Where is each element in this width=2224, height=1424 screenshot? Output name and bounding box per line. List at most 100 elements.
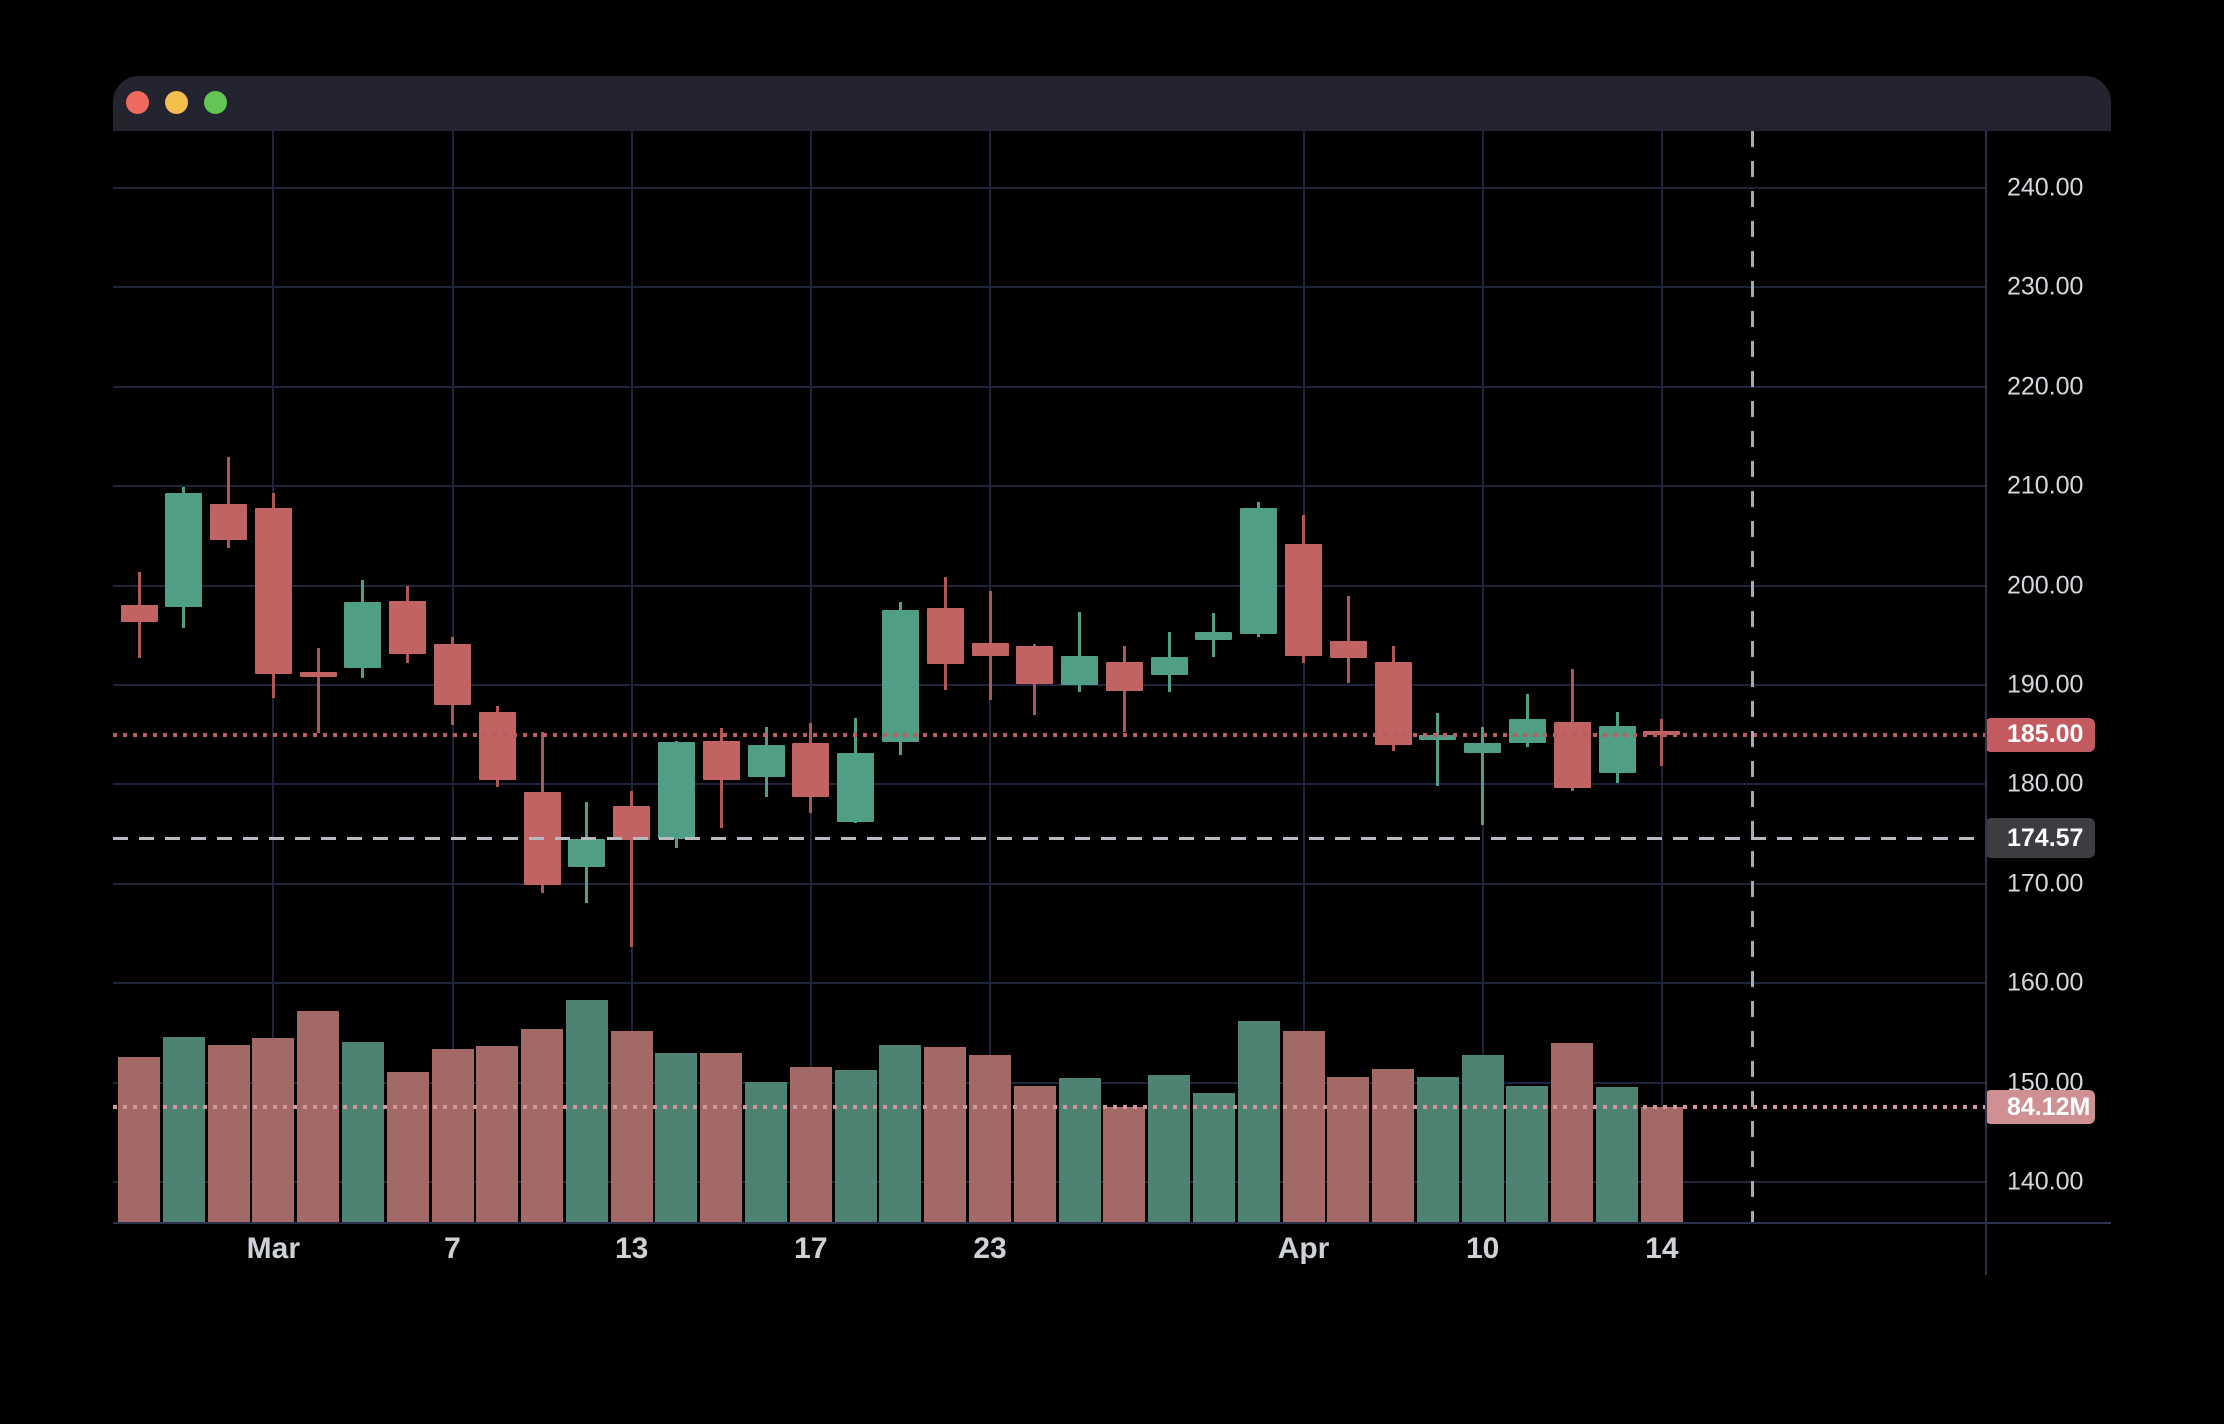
- candle-body[interactable]: [1105, 662, 1143, 691]
- candle-body[interactable]: [837, 752, 875, 823]
- price-tick-label: 140.00: [2007, 1167, 2084, 1196]
- candle-body[interactable]: [1240, 507, 1278, 635]
- price-axis[interactable]: 240.00 230.00 220.00 210.00 200.00 190.00 180.…: [1985, 131, 2111, 1275]
- volume-bar[interactable]: [431, 1048, 474, 1222]
- minimize-button[interactable]: [165, 91, 188, 114]
- candle-body[interactable]: [1419, 734, 1457, 740]
- volume-bar[interactable]: [476, 1045, 519, 1222]
- candle-wick[interactable]: [227, 457, 231, 548]
- volume-bar[interactable]: [252, 1037, 295, 1222]
- crosshair-horizontal-line: [113, 836, 1985, 840]
- time-gridline: [809, 131, 812, 1222]
- candle-body[interactable]: [1016, 646, 1054, 684]
- time-gridline: [630, 131, 633, 1222]
- candlestick-chart[interactable]: [113, 131, 1985, 1222]
- volume-bar[interactable]: [1372, 1069, 1415, 1222]
- price-gridline: [113, 485, 1985, 488]
- volume-bar[interactable]: [1282, 1030, 1325, 1222]
- price-tick-label: 180.00: [2007, 769, 2084, 798]
- candle-wick[interactable]: [1660, 718, 1664, 766]
- time-axis-label: 13: [615, 1231, 649, 1265]
- volume-bar[interactable]: [1058, 1078, 1101, 1222]
- time-axis-label: Mar: [246, 1231, 301, 1265]
- candle-body[interactable]: [747, 744, 785, 778]
- volume-bar[interactable]: [1551, 1042, 1594, 1222]
- candle-body[interactable]: [299, 672, 337, 677]
- volume-bar[interactable]: [969, 1055, 1011, 1222]
- volume-bar[interactable]: [655, 1053, 698, 1222]
- candle-body[interactable]: [792, 742, 830, 798]
- volume-bar[interactable]: [879, 1044, 922, 1222]
- volume-bar[interactable]: [745, 1081, 788, 1222]
- candle-body[interactable]: [478, 711, 516, 781]
- price-gridline: [113, 186, 1985, 189]
- time-axis-label: 10: [1466, 1231, 1500, 1265]
- price-tick-label: 200.00: [2007, 571, 2084, 599]
- candle-body[interactable]: [1061, 656, 1099, 685]
- candle-body[interactable]: [971, 643, 1009, 657]
- volume-bar[interactable]: [207, 1044, 250, 1222]
- candle-body[interactable]: [1150, 657, 1188, 675]
- candle-wick[interactable]: [1078, 612, 1082, 692]
- volume-bar[interactable]: [162, 1036, 205, 1222]
- volume-bar[interactable]: [1237, 1021, 1280, 1222]
- volume-bar[interactable]: [118, 1057, 160, 1222]
- candle-wick[interactable]: [1346, 596, 1350, 683]
- candle-body[interactable]: [1285, 543, 1323, 657]
- time-axis-label: Apr: [1277, 1231, 1330, 1265]
- candle-body[interactable]: [389, 601, 427, 655]
- volume-bar[interactable]: [610, 1030, 653, 1222]
- candle-body[interactable]: [926, 608, 964, 665]
- volume-bar[interactable]: [700, 1053, 743, 1222]
- candle-body[interactable]: [657, 741, 695, 840]
- candle-body[interactable]: [434, 644, 472, 705]
- volume-bar[interactable]: [1327, 1077, 1370, 1222]
- close-button[interactable]: [126, 91, 149, 114]
- candle-body[interactable]: [1195, 632, 1233, 641]
- volume-bar[interactable]: [1596, 1086, 1639, 1222]
- time-gridline: [1302, 131, 1305, 1222]
- price-tick-label: 210.00: [2007, 471, 2084, 500]
- volume-bar[interactable]: [341, 1041, 384, 1222]
- volume-bar[interactable]: [1416, 1077, 1459, 1222]
- candle-wick[interactable]: [1481, 726, 1485, 826]
- zoom-button[interactable]: [204, 91, 227, 114]
- candle-body[interactable]: [1464, 742, 1502, 753]
- price-gridline: [113, 982, 1985, 985]
- candle-body[interactable]: [344, 602, 382, 669]
- volume-bar[interactable]: [521, 1028, 564, 1222]
- volume-bar[interactable]: [1103, 1107, 1146, 1222]
- candle-body[interactable]: [881, 610, 919, 742]
- time-axis-label: 23: [973, 1231, 1007, 1265]
- volume-bar[interactable]: [1148, 1075, 1191, 1222]
- time-axis-label: 7: [444, 1231, 461, 1265]
- time-gridline: [1481, 131, 1484, 1222]
- candle-body[interactable]: [210, 503, 248, 540]
- volume-bar[interactable]: [924, 1046, 967, 1222]
- price-tick-label: 220.00: [2007, 372, 2084, 401]
- window-titlebar[interactable]: [113, 76, 2111, 131]
- time-axis[interactable]: Mar 7 13 17 23 Apr 10 14: [113, 1222, 1985, 1275]
- volume-bar[interactable]: [386, 1072, 429, 1222]
- volume-bar[interactable]: [834, 1070, 877, 1222]
- candle-body[interactable]: [1374, 662, 1412, 745]
- candle-wick[interactable]: [630, 791, 634, 947]
- candle-body[interactable]: [1508, 718, 1546, 743]
- candle-body[interactable]: [120, 605, 158, 623]
- volume-bar[interactable]: [1640, 1107, 1683, 1222]
- volume-bar[interactable]: [297, 1011, 340, 1222]
- candle-body[interactable]: [254, 507, 292, 674]
- candle-body[interactable]: [613, 806, 651, 841]
- candle-body[interactable]: [568, 839, 606, 867]
- candle-body[interactable]: [702, 740, 740, 781]
- volume-bar[interactable]: [1192, 1092, 1235, 1222]
- volume-bar[interactable]: [565, 1000, 608, 1222]
- volume-bar[interactable]: [1461, 1055, 1504, 1222]
- candle-body[interactable]: [165, 493, 203, 608]
- volume-bar[interactable]: [789, 1067, 832, 1222]
- candle-wick[interactable]: [316, 648, 320, 733]
- time-axis-label: 17: [794, 1231, 828, 1265]
- candle-wick[interactable]: [1436, 712, 1440, 787]
- candle-body[interactable]: [1329, 641, 1367, 659]
